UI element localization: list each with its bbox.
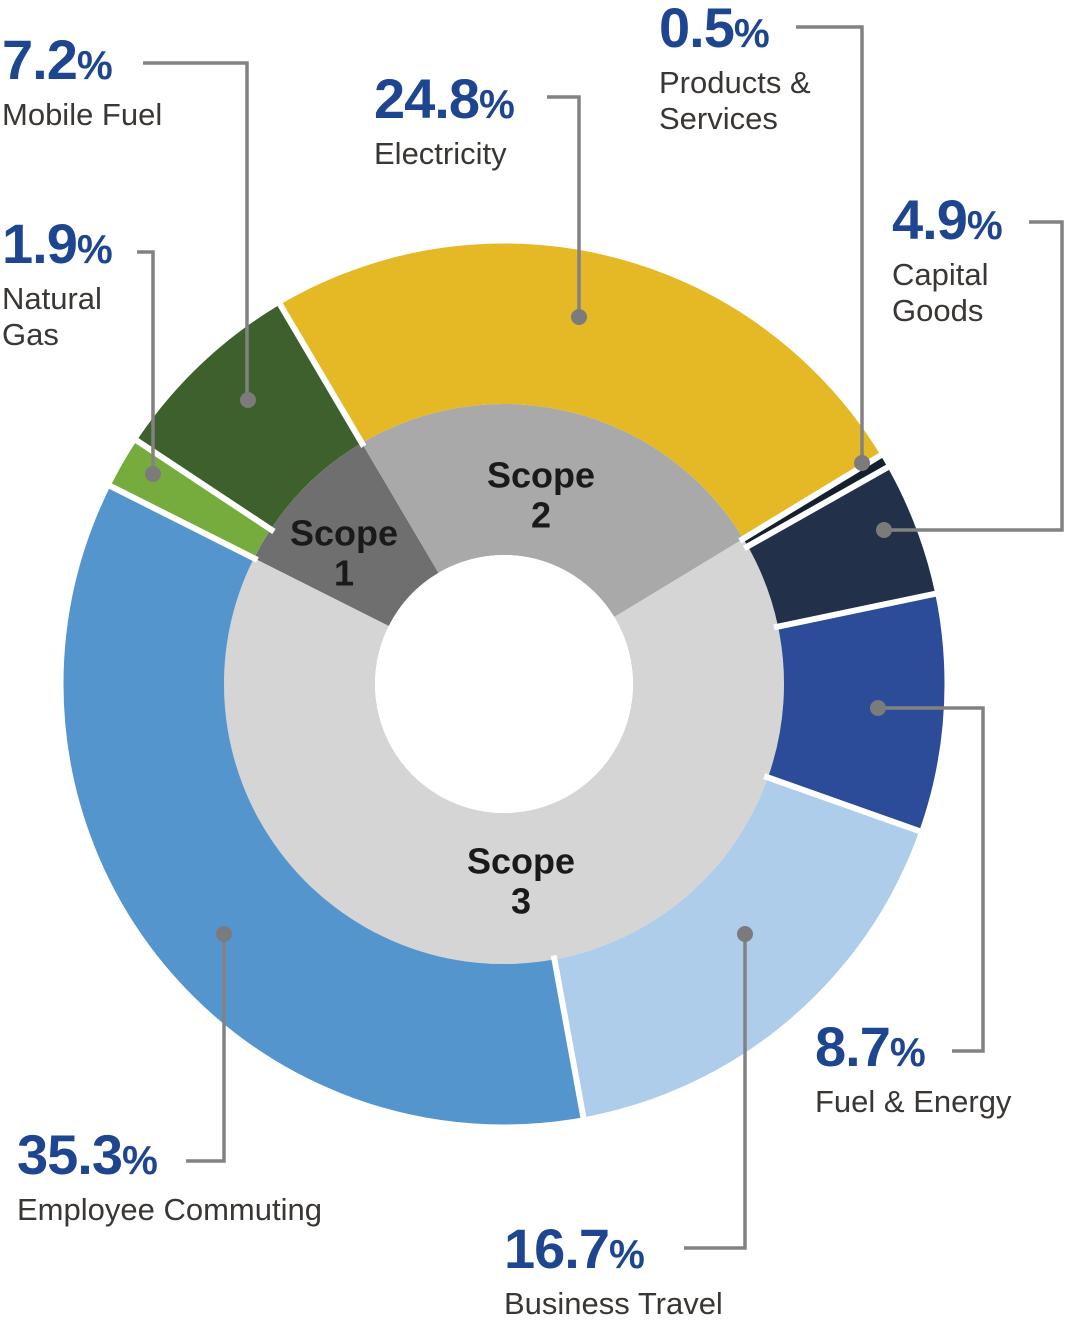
separator-line xyxy=(763,773,927,837)
leader-dot-mobile-fuel xyxy=(240,392,256,408)
callout-label-mobile-fuel: Mobile Fuel xyxy=(2,97,163,132)
outer-category-ring xyxy=(62,243,945,1126)
callout-fuel-energy: 8.7% Fuel & Energy xyxy=(815,1019,1045,1120)
inner-scope-ring xyxy=(224,403,785,964)
leader-products-services xyxy=(796,25,864,463)
callout-value-fuel-energy: 8.7% xyxy=(815,1015,926,1078)
callout-value-electricity: 24.8% xyxy=(374,67,515,130)
segment-fuel-energy xyxy=(767,593,945,832)
leader-dot-employee-commuting xyxy=(216,926,232,942)
leader-fuel-energy xyxy=(878,706,985,1053)
callout-employee-commuting: 35.3% Employee Commuting xyxy=(17,1127,357,1228)
callout-capital-goods: 4.9% Capital Goods xyxy=(892,192,1027,328)
scope-2-label: Scope 2 xyxy=(486,454,596,535)
callout-business-travel: 16.7% Business Travel xyxy=(504,1221,754,1322)
leader-capital-goods xyxy=(884,220,1064,532)
separator-line xyxy=(129,434,276,535)
segment-employee-commuting xyxy=(62,485,584,1126)
percent-sign: % xyxy=(479,81,515,127)
leader-dot-business-travel xyxy=(737,926,753,942)
callout-label-employee-commuting: Employee Commuting xyxy=(17,1192,322,1227)
leader-natural-gas xyxy=(137,250,155,473)
callout-label-fuel-energy: Fuel & Energy xyxy=(815,1084,1012,1119)
donut-center-hole xyxy=(375,555,633,813)
segment-scope-1 xyxy=(253,442,439,627)
leader-dot-products-services xyxy=(854,455,870,471)
leader-business-travel xyxy=(684,934,747,1250)
separator-line xyxy=(773,589,943,631)
callout-label-business-travel: Business Travel xyxy=(504,1286,723,1321)
callout-label-natural-gas: Natural Gas xyxy=(2,281,102,352)
callout-value-natural-gas: 1.9% xyxy=(2,212,113,275)
callout-products-services: 0.5% Products & Services xyxy=(659,0,834,136)
separator-line xyxy=(742,461,895,551)
segment-mobile-fuel xyxy=(136,304,362,530)
percent-sign: % xyxy=(733,10,770,56)
percent-sign: % xyxy=(609,1231,645,1277)
callout-natural-gas: 1.9% Natural Gas xyxy=(2,216,137,352)
callout-value-business-travel: 16.7% xyxy=(504,1217,645,1280)
percent-sign: % xyxy=(966,202,1003,248)
segment-scope-3 xyxy=(224,538,785,964)
segment-capital-goods xyxy=(747,467,936,627)
leader-mobile-fuel xyxy=(143,61,249,400)
segment-electricity xyxy=(279,243,881,539)
callout-label-products-services: Products & Services xyxy=(659,65,811,136)
leader-lines xyxy=(137,25,1064,1250)
callout-mobile-fuel: 7.2% Mobile Fuel xyxy=(2,32,212,133)
leader-dot-fuel-energy xyxy=(870,700,886,716)
segment-scope-2 xyxy=(361,403,744,618)
segment-business-travel xyxy=(554,777,920,1118)
segment-products-services xyxy=(743,455,888,547)
percent-sign: % xyxy=(76,226,113,272)
callout-electricity: 24.8% Electricity xyxy=(374,71,594,172)
leader-electricity xyxy=(547,95,581,317)
percent-sign: % xyxy=(889,1029,926,1075)
separator-line xyxy=(103,480,259,563)
scope-1-label: Scope 1 xyxy=(289,512,399,593)
callout-value-capital-goods: 4.9% xyxy=(892,188,1003,251)
leader-dot-capital-goods xyxy=(876,522,892,538)
separator-line xyxy=(550,954,588,1125)
percent-sign: % xyxy=(122,1137,158,1183)
callout-value-products-services: 0.5% xyxy=(659,0,770,59)
leader-dot-electricity xyxy=(571,309,587,325)
callout-value-mobile-fuel: 7.2% xyxy=(2,28,113,91)
callout-label-electricity: Electricity xyxy=(374,136,507,171)
callout-value-employee-commuting: 35.3% xyxy=(17,1123,158,1186)
callout-label-capital-goods: Capital Goods xyxy=(892,257,989,328)
leader-employee-commuting xyxy=(186,934,226,1163)
separator-line xyxy=(274,297,367,448)
leader-dot-natural-gas xyxy=(145,466,161,482)
percent-sign: % xyxy=(76,42,113,88)
scope-3-label: Scope 3 xyxy=(466,840,576,921)
outer-ring-border xyxy=(56,236,952,1132)
